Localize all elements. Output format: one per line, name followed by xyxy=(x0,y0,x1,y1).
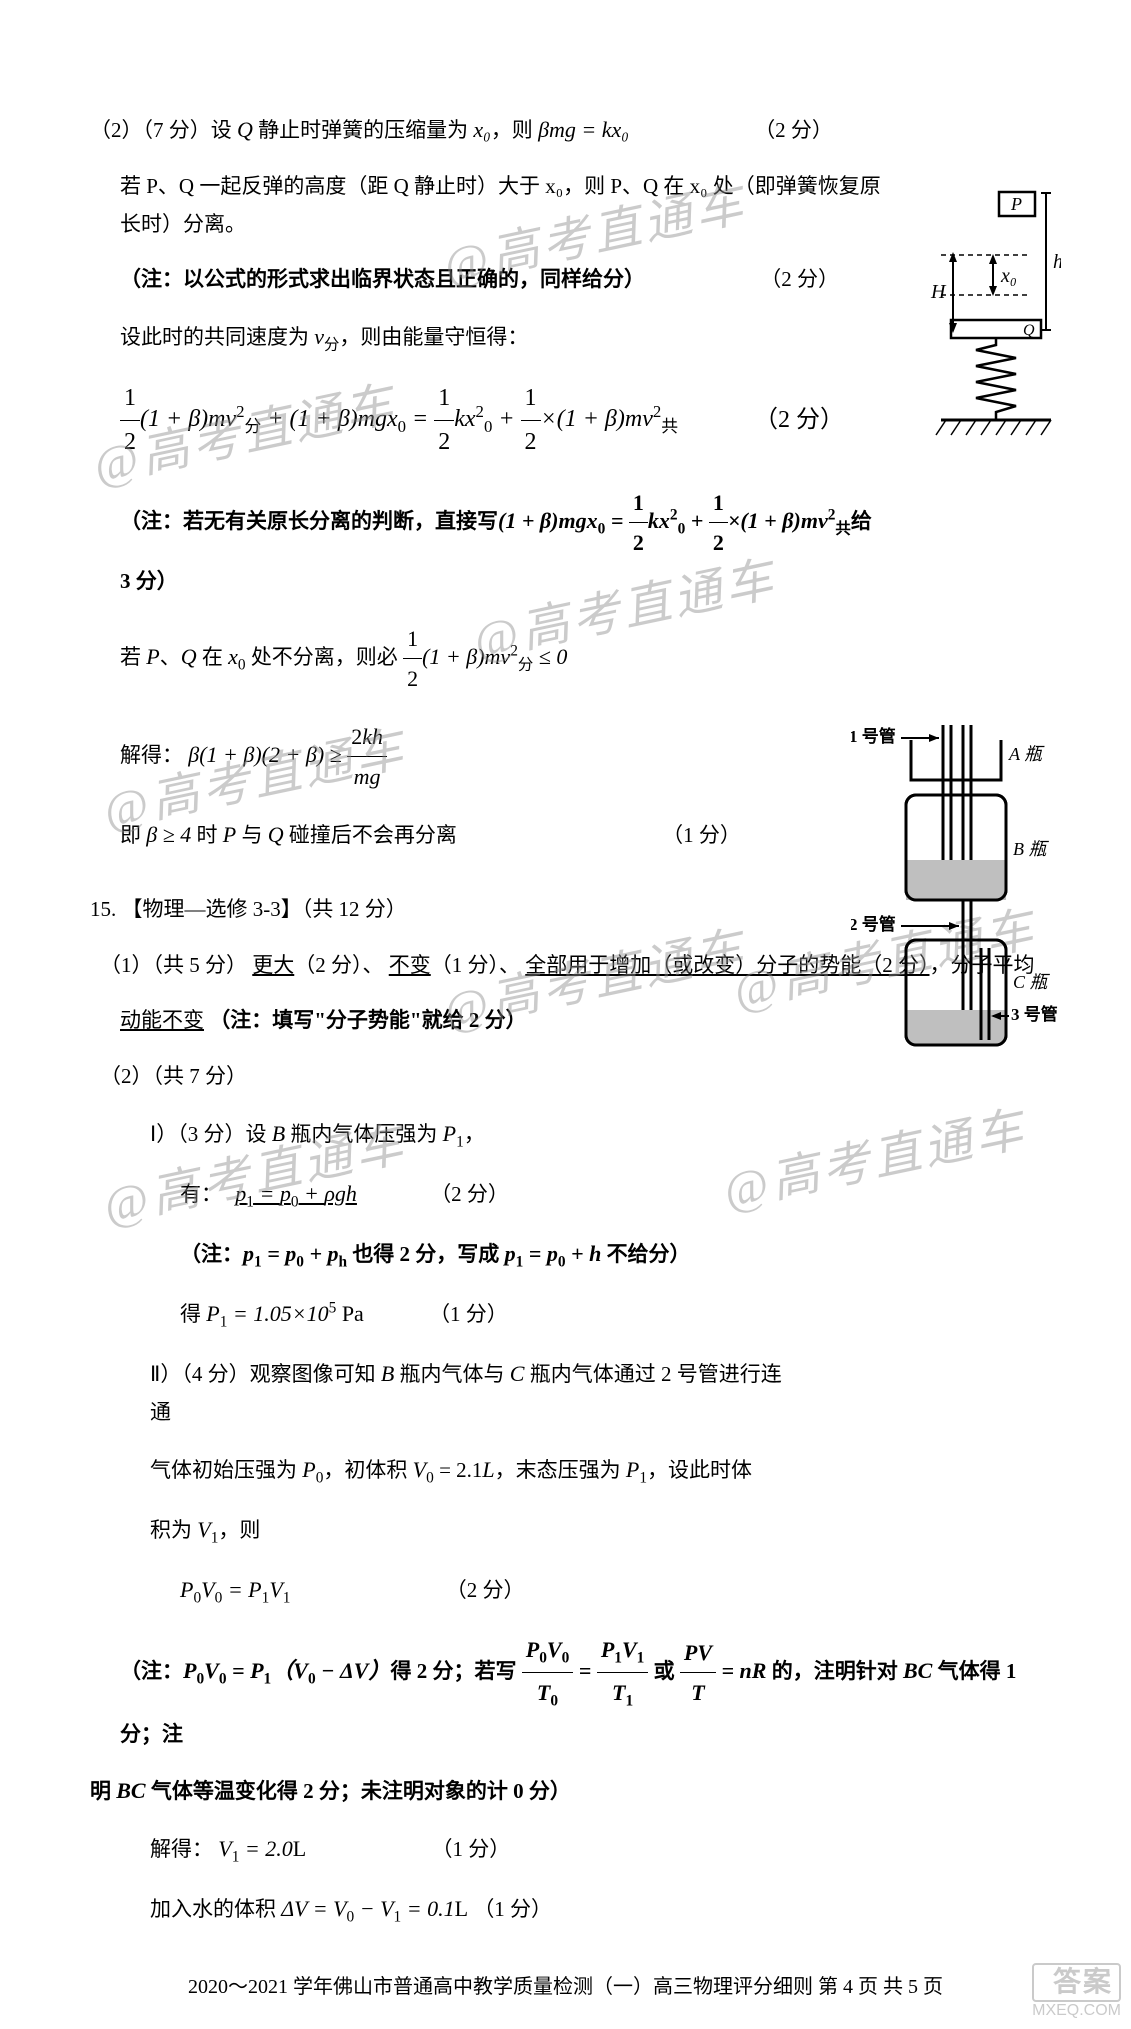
q15-sub1-result: 得 P1 = 1.05×105 Pa （1 分） xyxy=(180,1294,1041,1336)
q15-sub1-header: Ⅰ）（3 分）设 B 瓶内气体压强为 P1， xyxy=(150,1114,1041,1156)
label-C: C 瓶 xyxy=(1013,972,1051,992)
label-H: H xyxy=(930,281,947,303)
spring-diagram: P h H x₀ Q xyxy=(881,190,1061,450)
q15-sub1-note: （注：p1 = p0 + ph 也得 2 分，写成 p1 = p0 + h 不给… xyxy=(180,1234,1041,1276)
bottles-diagram: A 瓶 1 号管 B 瓶 2 号管 C 瓶 xyxy=(851,720,1051,1080)
q2-note2: （注：若无有关原长分离的判断，直接写(1 + β)mgx0 = 12kx20 +… xyxy=(120,483,880,601)
q15-sub1-eq: 有： p1 = p0 + ρgh （2 分） xyxy=(180,1174,1041,1216)
q2-intro: （2）（7 分）设 Q 静止时弹簧的压缩量为 x₀，则 βmg = kx₀ （2… xyxy=(90,110,1041,150)
score-label: （1 分） xyxy=(662,817,741,855)
score-label: （2 分） xyxy=(446,1572,525,1610)
score-label: （2 分） xyxy=(754,399,844,442)
q15-sub2-header: Ⅱ）（4 分）观察图像可知 B 瓶内气体与 C 瓶内气体通过 2 号管进行连通 xyxy=(150,1354,790,1432)
label-tube1: 1 号管 xyxy=(851,726,896,746)
score-label: （2 分） xyxy=(430,1176,509,1214)
page-footer: 2020～2021 学年佛山市普通高中教学质量检测（一）高三物理评分细则 第 4… xyxy=(0,1970,1131,1999)
q2-sep-line: 若 P、Q 在 x0 处不分离，则必 12(1 + β)mv2分 ≤ 0 xyxy=(120,619,1041,699)
q15-water: 加入水的体积 ΔV = V0 − V1 = 0.1L （1 分） xyxy=(150,1889,1041,1931)
score-label: （1 分） xyxy=(429,1296,508,1334)
label-h: h xyxy=(1053,251,1061,273)
q2-pq-line: 若 P、Q 一起反弹的高度（距 Q 静止时）大于 x₀，则 P、Q 在 x₀ 处… xyxy=(120,168,900,244)
q15-solve2: 解得： V1 = 2.0L （1 分） xyxy=(150,1829,1041,1871)
label-x0: x₀ xyxy=(1000,265,1017,287)
label-B: B 瓶 xyxy=(1013,839,1049,859)
q15-sub2-note-b: 明 BC 气体等温变化得 2 分；未注明对象的计 0 分） xyxy=(90,1771,1041,1811)
score-label: （1 分） xyxy=(431,1831,510,1869)
label-A: A 瓶 xyxy=(1008,744,1045,764)
q15-sub2-note: （注：P0V0 = P1（V0 − ΔV）得 2 分；若写 P0V0T0 = P… xyxy=(120,1630,1041,1753)
q15-sub2-eq: P0V0 = P1V1 （2 分） xyxy=(180,1570,1041,1612)
q15-sub2-line2: 积为 V1，则 xyxy=(150,1510,1041,1552)
corner-watermark: 答案 MXEQ.COM xyxy=(1032,1963,1121,2019)
q15-sub2-line: 气体初始压强为 P0，初体积 V0 = 2.1L，末态压强为 P1，设此时体 xyxy=(150,1450,790,1492)
score-label: （2 分） xyxy=(754,112,833,150)
label-Q: Q xyxy=(1023,322,1035,339)
label-tube3: 3 号管 xyxy=(1011,1004,1058,1024)
score-label: （2 分） xyxy=(760,261,839,299)
label-P: P xyxy=(1010,194,1022,214)
label-tube2: 2 号管 xyxy=(851,914,896,934)
